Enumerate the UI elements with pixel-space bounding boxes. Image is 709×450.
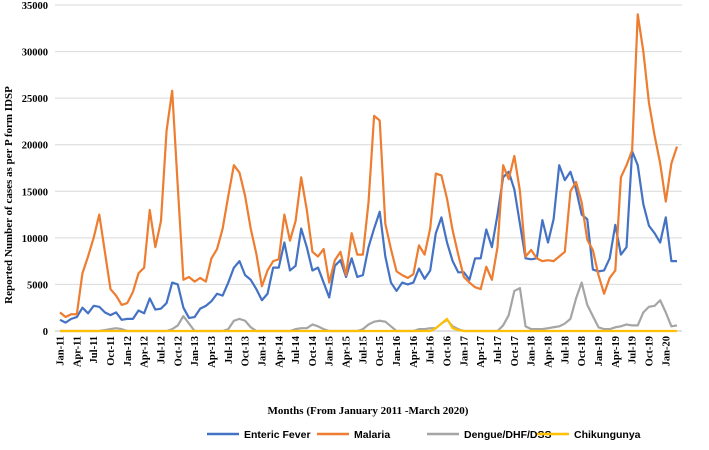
x-tick-labels: Jan-11 Apr-11 Jul-11 Oct-11 Jan-12 Apr-12 Jul-… (56, 335, 673, 367)
x-tick-label: Apr-11 (72, 336, 83, 367)
legend-label: Malaria (354, 429, 390, 441)
x-tick-label: Jan-13 (190, 336, 201, 366)
x-tick-label: Jul-12 (156, 336, 167, 364)
y-tick-label: 30000 (22, 48, 48, 59)
x-tick-label: Apr-18 (543, 336, 554, 368)
x-tick-label: Jul-13 (224, 336, 235, 364)
legend-label: Enteric Fever (244, 429, 311, 441)
x-tick-label: Jan-19 (594, 336, 605, 366)
x-tick-label: Oct-13 (241, 336, 252, 366)
y-tick-label: 10000 (22, 234, 48, 245)
legend-label: Chikungunya (574, 429, 641, 441)
series-line-chikungunya (60, 317, 677, 333)
x-tick-label: Jan-11 (56, 336, 67, 366)
x-tick-label: Jul-18 (560, 336, 571, 364)
x-tick-label: Oct-16 (443, 336, 454, 366)
x-tick-label: Oct-19 (644, 336, 655, 366)
y-tick-label: 5000 (27, 280, 48, 291)
x-tick-label: Jan-17 (459, 336, 470, 366)
series-line-dengue-dhf-dss (60, 281, 678, 333)
legend-label: Dengue/DHF/DSS (464, 429, 552, 441)
x-tick-label: Oct-14 (308, 335, 319, 366)
x-tick-label: Oct-17 (510, 336, 521, 366)
x-tick-label: Apr-15 (342, 336, 353, 368)
x-tick-label: Jul-14 (291, 335, 302, 364)
x-tick-label: Jul-16 (426, 336, 437, 364)
x-axis-title: Months (From January 2011 -March 2020) (268, 405, 469, 417)
x-tick-label: Oct-18 (577, 336, 588, 366)
y-tick-label: 15000 (22, 187, 48, 198)
x-tick-label: Apr-13 (207, 336, 218, 368)
y-axis-title: Reported Number of cases as per P form I… (3, 86, 15, 304)
y-tick-label: 20000 (22, 141, 48, 152)
x-tick-label: Oct-12 (173, 336, 184, 366)
x-tick-label: Jan-12 (123, 336, 134, 366)
x-tick-label: Apr-12 (140, 336, 151, 368)
x-tick-label: Oct-15 (375, 336, 386, 366)
x-tick-label: Jan-18 (527, 336, 538, 366)
x-tick-label: Jul-15 (358, 336, 369, 364)
x-tick-label: Apr-19 (611, 336, 622, 368)
x-tick-label: Jul-17 (493, 336, 504, 364)
x-tick-label: Jul-19 (628, 336, 639, 364)
x-tick-label: Apr-14 (274, 335, 285, 367)
legend: Enteric Fever Malaria Dengue/DHF/DSS Chikun… (207, 429, 641, 441)
x-tick-label: Jan-15 (325, 336, 336, 366)
y-tick-label: 0 (43, 327, 48, 338)
x-tick-label: Jan-16 (392, 336, 403, 366)
y-tick-label: 35000 (22, 1, 48, 12)
y-tick-labels: 0 5000 10000 15000 20000 25000 30000 35000 (22, 1, 48, 338)
x-tick-label: Oct-11 (106, 336, 117, 366)
x-tick-label: Jan-14 (257, 335, 268, 366)
y-tick-label: 25000 (22, 94, 48, 105)
x-tick-label: Jan-20 (661, 336, 672, 366)
x-tick-label: Jul-11 (89, 336, 100, 363)
series-line-malaria (59, 13, 679, 319)
x-tick-label: Apr-17 (476, 336, 487, 368)
x-tick-label: Apr-16 (409, 336, 420, 368)
series-lines (59, 13, 679, 333)
